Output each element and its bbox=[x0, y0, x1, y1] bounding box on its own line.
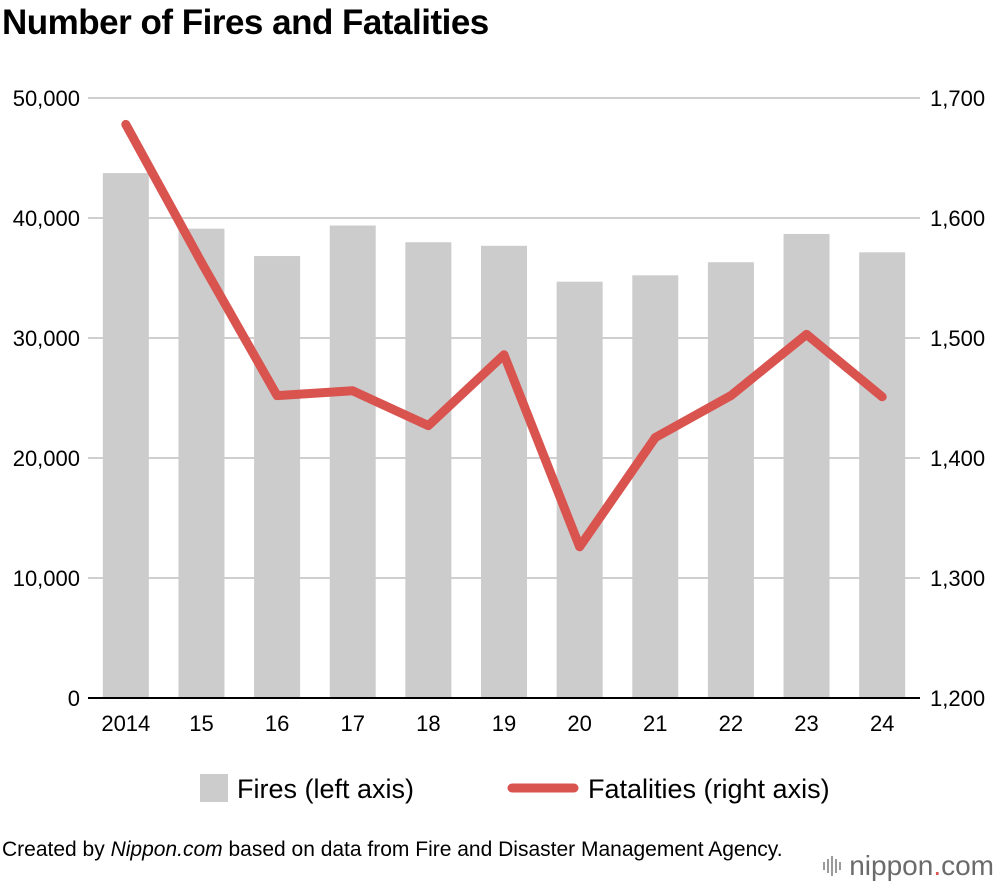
x-tick-label: 19 bbox=[492, 711, 516, 736]
x-tick-label: 15 bbox=[189, 711, 213, 736]
left-tick-label: 30,000 bbox=[13, 326, 80, 351]
point-fatalities-18 bbox=[427, 424, 430, 427]
sound-wave-icon bbox=[823, 856, 842, 876]
x-tick-label: 18 bbox=[416, 711, 440, 736]
combo-chart: 0 10,000 20,000 30,000 40,000 50,000 1,200 1,3… bbox=[13, 86, 985, 804]
point-fatalities-20 bbox=[578, 545, 581, 548]
right-tick-label: 1,600 bbox=[930, 206, 985, 231]
bar-fires-22 bbox=[707, 262, 754, 698]
left-tick-label: 10,000 bbox=[13, 566, 80, 591]
left-tick-label: 50,000 bbox=[13, 86, 80, 111]
left-tick-label: 40,000 bbox=[13, 206, 80, 231]
brand-text: nippon.com bbox=[849, 850, 994, 882]
bar-fires-20 bbox=[556, 281, 603, 698]
x-tick-label: 24 bbox=[870, 711, 894, 736]
x-tick-label: 21 bbox=[643, 711, 667, 736]
right-tick-label: 1,300 bbox=[930, 566, 985, 591]
bar-fires-2014 bbox=[102, 173, 149, 698]
source-site: Nippon.com bbox=[110, 838, 223, 861]
x-tick-label: 2014 bbox=[101, 711, 150, 736]
left-tick-label: 0 bbox=[68, 686, 80, 711]
source-note: Created by Nippon.com based on data from… bbox=[2, 836, 783, 863]
x-tick-label: 22 bbox=[719, 711, 743, 736]
x-tick-label: 16 bbox=[265, 711, 289, 736]
bar-series-fires bbox=[102, 173, 906, 699]
point-fatalities-23 bbox=[805, 333, 808, 336]
right-tick-label: 1,700 bbox=[930, 86, 985, 111]
brand-tld: com bbox=[941, 850, 994, 881]
bar-fires-17 bbox=[329, 225, 376, 699]
bar-fires-19 bbox=[481, 245, 527, 698]
bar-fires-16 bbox=[254, 256, 301, 698]
brand-dot: . bbox=[933, 850, 942, 881]
right-tick-label: 1,200 bbox=[930, 686, 985, 711]
chart-title: Number of Fires and Fatalities bbox=[2, 3, 489, 42]
bar-fires-23 bbox=[783, 233, 830, 698]
bar-fires-21 bbox=[632, 275, 679, 698]
legend: Fires (left axis) Fatalities (right axis) bbox=[200, 774, 830, 804]
right-axis-ticks: 1,200 1,300 1,400 1,500 1,600 1,700 bbox=[930, 86, 985, 711]
point-fatalities-22 bbox=[729, 394, 732, 397]
point-fatalities-21 bbox=[654, 436, 657, 439]
brand-name: nippon bbox=[849, 850, 934, 881]
point-fatalities-17 bbox=[351, 389, 354, 392]
legend-swatch-fires bbox=[200, 774, 228, 802]
source-suffix: based on data from Fire and Disaster Man… bbox=[222, 838, 783, 861]
source-prefix: Created by bbox=[2, 838, 111, 861]
x-tick-label: 17 bbox=[340, 711, 364, 736]
x-tick-label: 23 bbox=[794, 711, 818, 736]
point-fatalities-2014 bbox=[124, 123, 127, 126]
x-tick-label: 20 bbox=[567, 711, 591, 736]
legend-label-fires: Fires (left axis) bbox=[237, 774, 414, 804]
right-tick-label: 1,500 bbox=[930, 326, 985, 351]
legend-label-fatalities: Fatalities (right axis) bbox=[588, 774, 830, 804]
point-fatalities-15 bbox=[200, 261, 203, 264]
left-tick-label: 20,000 bbox=[13, 446, 80, 471]
point-fatalities-19 bbox=[503, 353, 505, 356]
left-axis-ticks: 0 10,000 20,000 30,000 40,000 50,000 bbox=[13, 86, 80, 711]
right-tick-label: 1,400 bbox=[930, 446, 985, 471]
bar-fires-24 bbox=[859, 252, 906, 699]
bar-fires-18 bbox=[405, 242, 452, 698]
nippon-logo: nippon.com bbox=[823, 850, 994, 882]
point-fatalities-16 bbox=[276, 394, 279, 397]
point-fatalities-24 bbox=[881, 395, 884, 398]
bar-fires-15 bbox=[178, 228, 225, 698]
line-series-fatalities bbox=[121, 119, 887, 552]
x-axis-ticks: 2014 15 16 17 18 19 20 21 22 23 24 bbox=[101, 711, 894, 736]
